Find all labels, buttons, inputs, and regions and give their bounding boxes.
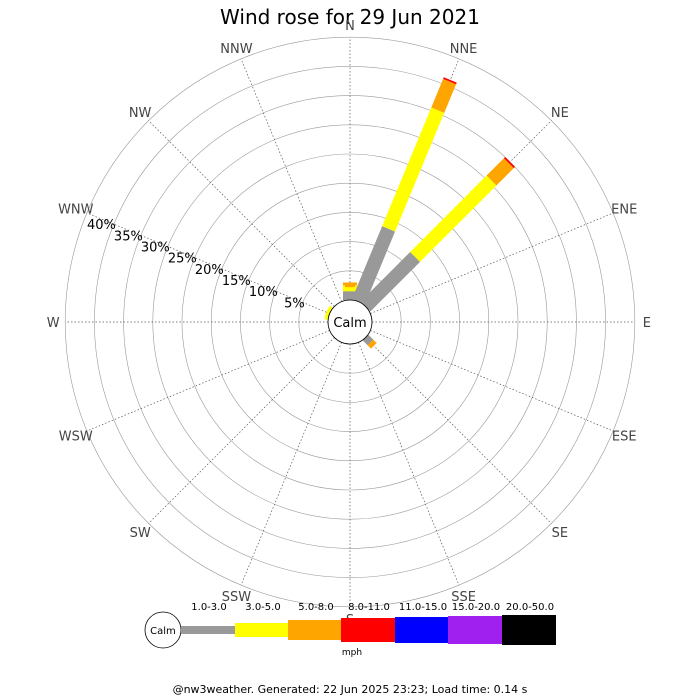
radial-tick-label: 10%	[249, 285, 278, 300]
wedge-n-small	[345, 291, 355, 300]
direction-label-e: E	[643, 316, 651, 331]
radial-tick-label: 15%	[222, 274, 251, 289]
legend-swatch-6	[502, 615, 556, 645]
wedge-ne-bin-1	[410, 175, 497, 262]
radial-tick-label: 30%	[141, 241, 170, 256]
direction-label-ne: NE	[551, 106, 569, 121]
legend-swatch-4	[395, 617, 448, 643]
calm-label: Calm	[333, 316, 366, 331]
direction-label-sse: SSE	[451, 590, 476, 605]
wedge-ne-bin-3	[503, 156, 516, 169]
radial-tick-label: 35%	[114, 229, 143, 244]
legend-label-5: 15.0-20.0	[452, 602, 500, 613]
legend-unit: mph	[341, 648, 363, 658]
direction-label-se: SE	[552, 526, 568, 541]
legend-swatch-1	[235, 623, 288, 637]
grid-circle	[94, 66, 606, 578]
legend-label-3: 8.0-11.0	[348, 602, 390, 613]
radial-tick-label: 5%	[284, 296, 305, 311]
wedge-nne-bin-0	[351, 226, 396, 305]
direction-label-ese: ESE	[612, 430, 637, 445]
chart-title: Wind rose for 29 Jun 2021	[220, 5, 480, 29]
direction-label-n: N	[345, 19, 355, 34]
wedge-wnw-small	[324, 308, 332, 318]
wedge-se-small	[362, 334, 374, 346]
legend-calm-label: Calm	[150, 626, 176, 637]
wedge-se-small-2	[367, 339, 377, 349]
direction-spoke	[148, 337, 335, 524]
legend-label-0: 1.0-3.0	[191, 602, 226, 613]
legend-label-1: 3.0-5.0	[245, 602, 280, 613]
direction-label-ssw: SSW	[222, 590, 252, 605]
direction-label-sw: SW	[130, 526, 151, 541]
grid-circle	[181, 153, 519, 491]
grid-circle	[269, 241, 431, 403]
legend-label-2: 5.0-8.0	[298, 602, 333, 613]
direction-label-ene: ENE	[611, 202, 637, 217]
legend-swatch-2	[288, 620, 341, 640]
wedge-ne-bin-0	[360, 251, 421, 312]
calm-circle	[327, 299, 373, 345]
wedge-n-small-2	[345, 287, 355, 292]
direction-label-nne: NNE	[450, 42, 478, 57]
direction-label-wsw: WSW	[59, 430, 93, 445]
direction-label-nw: NW	[129, 106, 152, 121]
wedge-n-bin-2	[343, 282, 357, 286]
direction-label-nnw: NNW	[220, 42, 252, 57]
direction-label-wnw: WNW	[58, 202, 94, 217]
wedge-ne-bin-2	[486, 158, 514, 186]
direction-label-w: W	[47, 316, 60, 331]
legend-swatch-3	[341, 618, 395, 642]
wedge-nne-bin-3	[443, 77, 457, 85]
radial-tick-label: 40%	[87, 218, 116, 233]
legend-swatch-5	[448, 616, 502, 644]
wedge-nne-bin-2	[431, 78, 457, 113]
radial-tick-label: 25%	[168, 252, 197, 267]
legend-label-6: 20.0-50.0	[506, 602, 554, 613]
legend-label-4: 11.0-15.0	[399, 602, 447, 613]
footer-text: @nw3weather. Generated: 22 Jun 2025 23:2…	[172, 683, 528, 696]
wedge-n-small-3	[345, 284, 355, 288]
direction-spoke	[365, 337, 552, 524]
radial-tick-label: 20%	[195, 263, 224, 278]
wedge-nne-bin-1	[382, 107, 445, 232]
legend-swatch-0	[181, 626, 235, 634]
